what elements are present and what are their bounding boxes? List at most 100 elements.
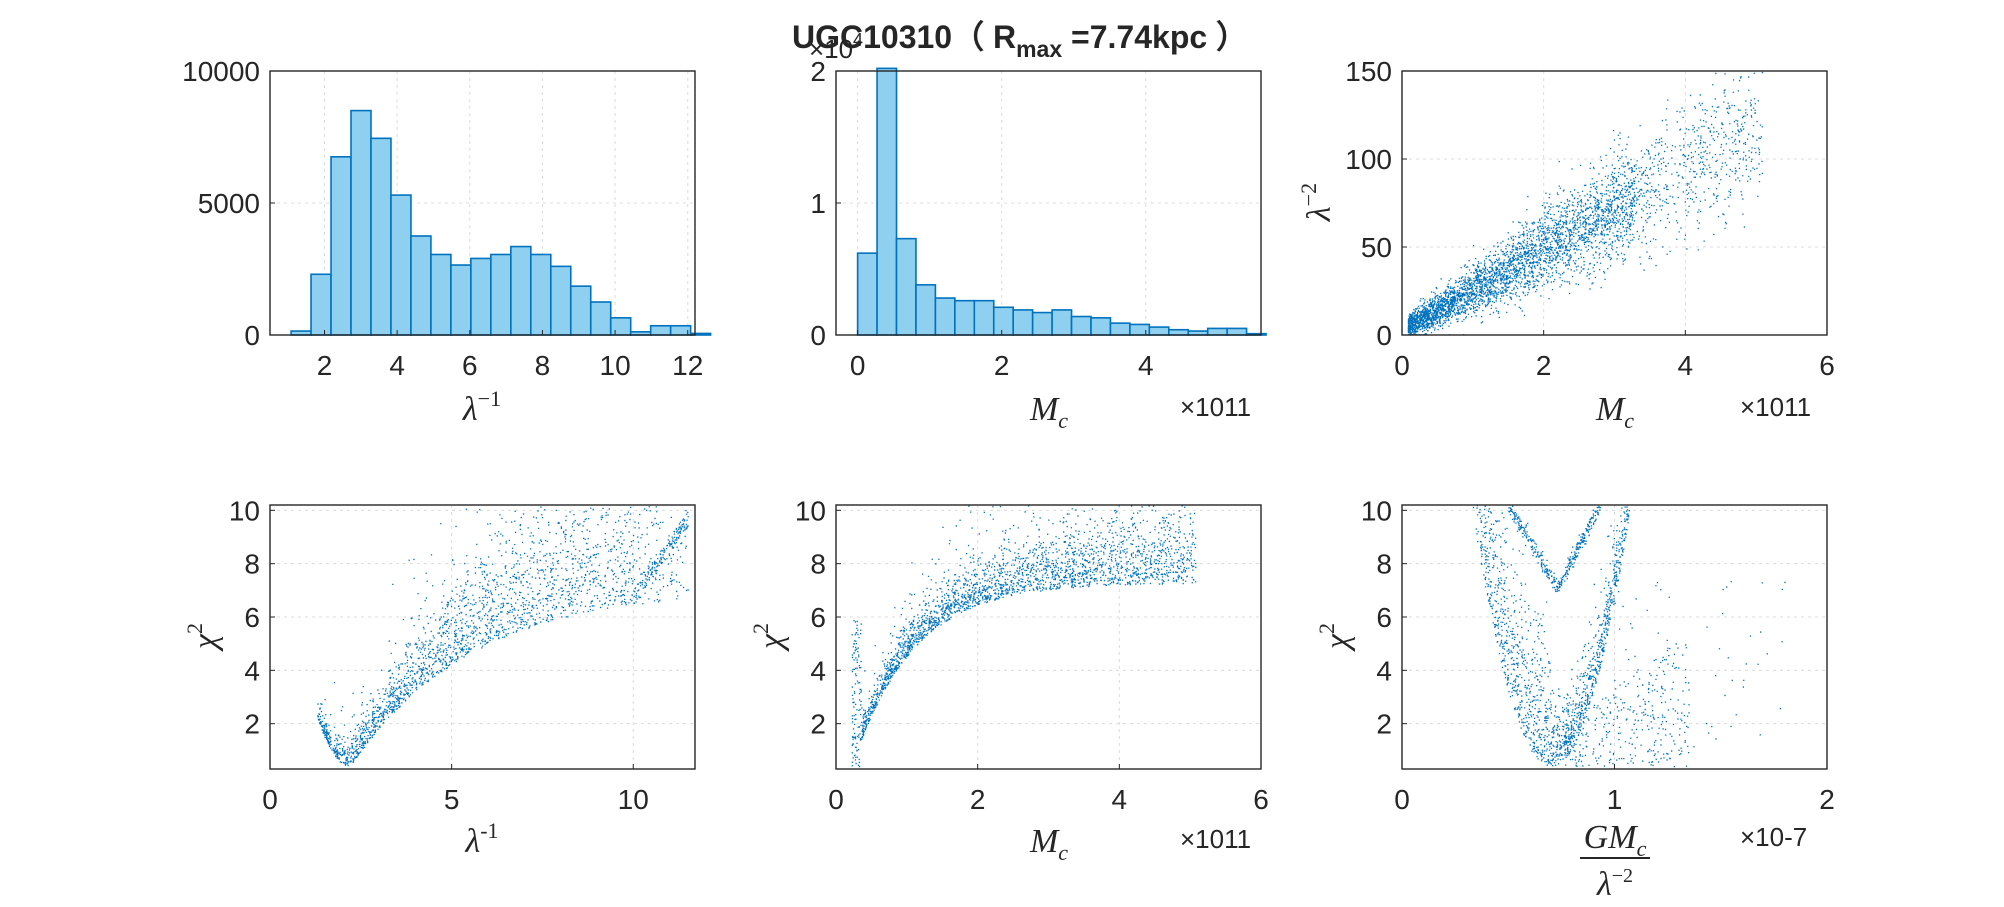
p1-bar — [1070, 315, 1092, 336]
p0-bars — [290, 109, 712, 336]
p0-xtick-label: 12 — [672, 350, 703, 381]
p5-x-multiplier: ×10-7 — [1740, 822, 1807, 852]
p1-bar — [934, 297, 956, 336]
p5-ytick-label: 8 — [1376, 549, 1392, 580]
figure-title: UGC10310（ Rmax =7.74kpc ） — [792, 19, 1248, 62]
p0-bar — [530, 253, 552, 336]
p2-x-multiplier: ×1011 — [1740, 392, 1811, 422]
p3-ytick-label: 2 — [244, 709, 260, 740]
p0-bar — [350, 109, 372, 336]
p4-ytick-label: 8 — [810, 549, 826, 580]
p2-tick-labels: 0 2 4 6 0 50 100 150 — [1345, 56, 1835, 381]
p0-bar — [370, 137, 392, 336]
p4-ytick-label: 6 — [810, 602, 826, 633]
p1-bar — [876, 67, 898, 336]
p2-points — [1407, 71, 1764, 336]
p3-points — [317, 506, 689, 767]
panel-scatter-mc-lambda2: 0 2 4 6 0 50 100 150 Mc ×1011 λ−2 — [1296, 56, 1835, 433]
p0-xtick-label: 8 — [535, 350, 551, 381]
p4-xtick-label: 4 — [1112, 784, 1128, 815]
p4-tick-labels: 0 2 4 6 2 4 6 8 10 — [795, 495, 1269, 815]
p4-ylabel: χ2 — [748, 623, 790, 652]
p5-xlabel-denominator: λ−2 — [1596, 865, 1633, 903]
p1-bar — [1129, 323, 1151, 336]
p0-bar — [390, 194, 412, 336]
p5-point-cloud — [1472, 505, 1786, 768]
p4-x-multiplier: ×1011 — [1180, 824, 1251, 854]
p0-bar — [310, 273, 332, 336]
p0-bar — [689, 332, 712, 336]
p2-axes-box — [1401, 70, 1828, 336]
p4-ytick-label: 2 — [810, 709, 826, 740]
p2-ytick-label: 150 — [1345, 56, 1392, 87]
p2-ytick-label: 100 — [1345, 144, 1392, 175]
p5-xlabel-fraction: GMc λ−2 — [1580, 819, 1650, 903]
p0-ytick-label: 10000 — [182, 56, 260, 87]
p0-bar — [510, 245, 532, 336]
p5-ytick-label: 10 — [1361, 495, 1392, 526]
title-prefix: UGC10310（ R — [792, 19, 1016, 55]
p0-bar — [490, 253, 512, 336]
p5-ytick-label: 4 — [1376, 655, 1392, 686]
p4-points — [851, 505, 1197, 768]
p0-xlabel: λ−1 — [462, 386, 501, 428]
p0-bar — [430, 253, 452, 336]
p3-point-cloud — [317, 506, 689, 767]
panel-hist-mc: 0 2 4 0 1 2 Mc ×1011 ×104 — [809, 30, 1267, 433]
p4-ytick-label: 4 — [810, 655, 826, 686]
p3-xtick-label: 10 — [618, 784, 649, 815]
p3-ylabel: χ2 — [182, 623, 224, 652]
p0-ytick-label: 0 — [244, 320, 260, 351]
p0-ytick-label: 5000 — [198, 188, 260, 219]
p3-xtick-label: 0 — [262, 784, 278, 815]
p2-ylabel: λ−2 — [1296, 183, 1338, 222]
p0-bar — [410, 235, 432, 336]
p1-ytick-label: 0 — [810, 320, 826, 351]
p1-xtick-label: 2 — [994, 350, 1010, 381]
p4-xtick-label: 0 — [828, 784, 844, 815]
p1-bar — [973, 299, 995, 336]
p0-bar — [450, 264, 472, 336]
p0-xtick-label: 10 — [600, 350, 631, 381]
p3-xtick-label: 5 — [444, 784, 460, 815]
title-subscript: max — [1016, 36, 1062, 62]
p4-xtick-label: 6 — [1253, 784, 1269, 815]
p1-bar — [954, 299, 976, 336]
panel-scatter-lambda-chi2: 0 5 10 2 4 6 8 10 λ-1 χ2 — [182, 495, 696, 860]
title-suffix: =7.74kpc ） — [1062, 19, 1248, 55]
p0-bar — [589, 301, 612, 336]
p1-bar — [1012, 309, 1034, 336]
p4-ytick-label: 10 — [795, 495, 826, 526]
p5-xtick-label: 1 — [1607, 784, 1623, 815]
p0-bar — [569, 285, 592, 336]
p1-bar — [1090, 317, 1112, 336]
p3-ytick-label: 10 — [229, 495, 260, 526]
p3-tick-labels: 0 5 10 2 4 6 8 10 — [229, 495, 649, 815]
p0-xtick-label: 2 — [317, 350, 333, 381]
p0-bar — [649, 324, 672, 336]
p0-tick-labels: 2 4 6 8 10 12 0 5000 10000 — [182, 56, 703, 381]
p1-bar — [856, 252, 878, 336]
p1-bar — [1206, 327, 1228, 336]
p1-xlabel: Mc — [1029, 391, 1068, 433]
p1-bar — [1148, 326, 1170, 336]
p0-bar — [330, 156, 352, 336]
p4-xtick-label: 2 — [970, 784, 986, 815]
p2-point-cloud — [1407, 71, 1764, 336]
p2-xtick-label: 4 — [1678, 350, 1694, 381]
p1-bar — [895, 237, 917, 336]
p3-ytick-label: 6 — [244, 602, 260, 633]
p1-xtick-label: 0 — [850, 350, 866, 381]
p4-xlabel: Mc — [1029, 823, 1068, 865]
p1-y-multiplier: ×104 — [809, 30, 863, 64]
panel-hist-lambda-inv: 2 4 6 8 10 12 0 5000 10000 λ−1 — [182, 56, 712, 428]
p1-bar — [992, 306, 1015, 336]
p5-ytick-label: 2 — [1376, 709, 1392, 740]
p5-xtick-label: 0 — [1394, 784, 1410, 815]
p1-bar — [915, 284, 937, 336]
p5-points — [1472, 505, 1786, 768]
p4-point-cloud — [851, 505, 1197, 768]
p1-bar — [1167, 328, 1190, 336]
p2-ytick-label: 50 — [1361, 232, 1392, 263]
